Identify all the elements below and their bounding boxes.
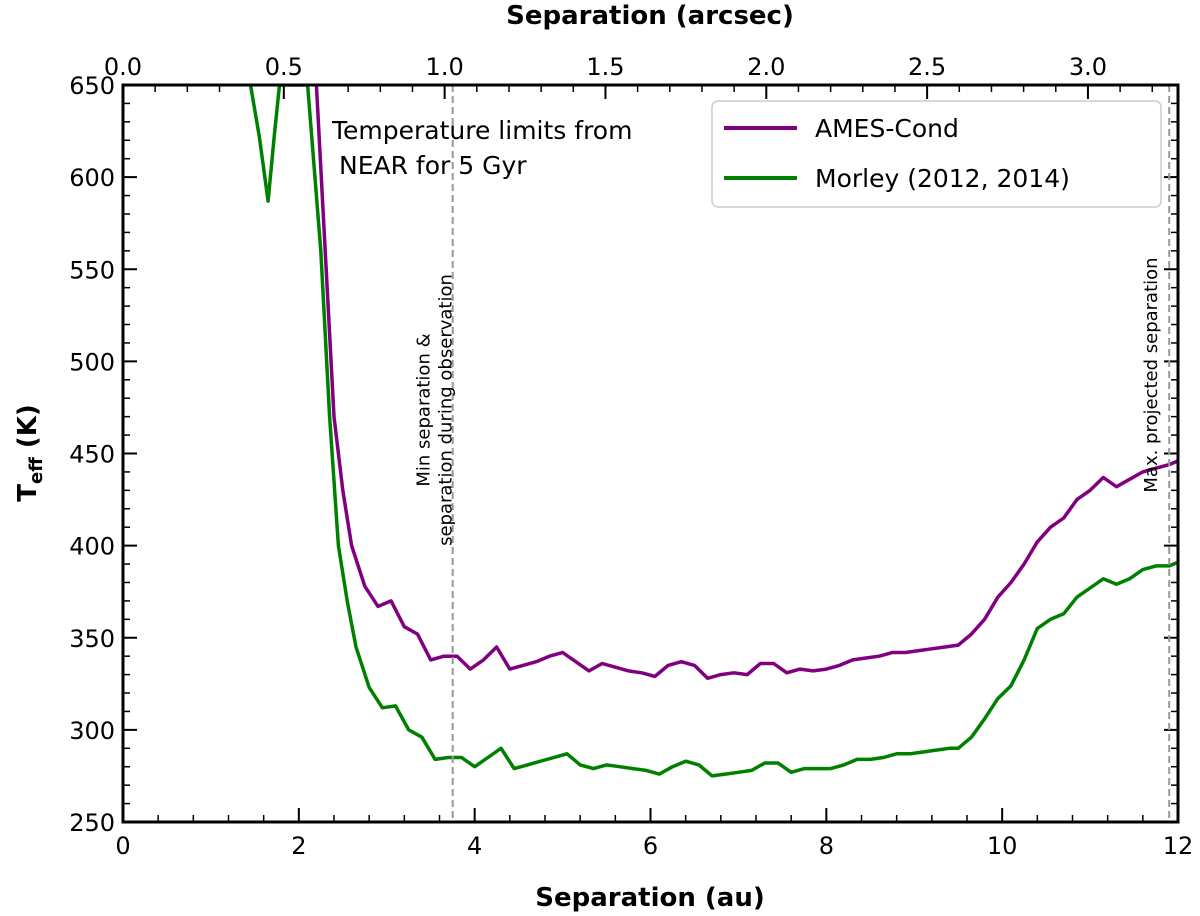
legend-label-ames-cond: AMES-Cond	[815, 114, 959, 143]
y-tick-label: 250	[69, 809, 115, 837]
y-tick-label: 600	[69, 164, 115, 192]
x-axis-title: Separation (au)	[535, 883, 764, 913]
series-layer	[248, 85, 1178, 778]
y-tick-label: 450	[69, 441, 115, 469]
x-tick-label: 10	[987, 832, 1018, 860]
y-tick-label: 500	[69, 348, 115, 376]
x-tick-label: 8	[819, 832, 834, 860]
y-tick-label: 650	[69, 72, 115, 100]
y-axis-title-unit: (K)	[13, 404, 43, 457]
x-tick-label: 4	[467, 832, 482, 860]
series-line-ames-cond	[314, 85, 1178, 681]
top-x-axis-title: Separation (arcsec)	[506, 1, 794, 31]
x-tick-label: 6	[643, 832, 658, 860]
y-tick-label: 300	[69, 717, 115, 745]
y-tick-label: 350	[69, 625, 115, 653]
top-x-tick-label: 2.0	[747, 53, 785, 81]
x-tick-label: 12	[1163, 832, 1194, 860]
y-axis-title: Teff (K)	[13, 404, 47, 502]
reference-lines-layer: Min separation & separation during observ…	[414, 85, 1171, 822]
top-x-tick-label: 1.5	[586, 53, 624, 81]
plot-frame	[121, 83, 1180, 824]
y-tick-label: 400	[69, 533, 115, 561]
top-x-tick-label: 0.5	[265, 53, 303, 81]
legend-label-morley: Morley (2012, 2014)	[815, 164, 1070, 193]
annotation-line-2: NEAR for 5 Gyr	[339, 151, 527, 180]
series-line-morley	[248, 85, 1178, 778]
top-x-tick-label: 3.0	[1069, 53, 1107, 81]
y-tick-label: 550	[69, 256, 115, 284]
legend-box	[711, 100, 1162, 208]
reference-line-label: Min separation &	[414, 333, 435, 486]
reference-line-label: Max. projected separation	[1141, 257, 1162, 492]
axes-layer: 0 2 4 6 8 10 12 0.0 0.5 1.0 1.5 2.0 2.5 3.0 250 300 350 4…	[69, 53, 1193, 860]
x-tick-label: 0	[115, 832, 130, 860]
y-axis-title-subscript: eff	[26, 457, 47, 484]
legend: AMES-Cond Morley (2012, 2014)	[711, 100, 1162, 208]
top-x-tick-label: 1.0	[426, 53, 464, 81]
top-x-tick-label: 0.0	[104, 53, 142, 81]
x-tick-label: 2	[291, 832, 306, 860]
top-x-tick-label: 2.5	[908, 53, 946, 81]
reference-line-label: separation during observation	[436, 274, 457, 546]
annotation-line-1: Temperature limits from	[331, 116, 632, 145]
y-axis-title-main: T	[13, 484, 43, 502]
